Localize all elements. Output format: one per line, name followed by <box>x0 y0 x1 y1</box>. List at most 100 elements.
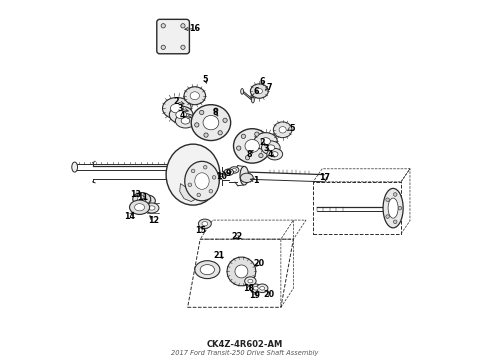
Circle shape <box>214 108 218 112</box>
Circle shape <box>223 118 227 122</box>
Circle shape <box>264 141 268 146</box>
Circle shape <box>197 193 200 197</box>
Text: 8: 8 <box>213 108 219 117</box>
Text: 2: 2 <box>173 97 179 106</box>
Ellipse shape <box>163 98 191 119</box>
Ellipse shape <box>184 87 205 105</box>
Circle shape <box>161 24 166 28</box>
FancyBboxPatch shape <box>157 19 190 54</box>
Ellipse shape <box>260 287 265 290</box>
Ellipse shape <box>271 152 278 157</box>
Circle shape <box>393 220 397 224</box>
Circle shape <box>195 123 199 127</box>
Circle shape <box>386 215 390 218</box>
Text: 2017 Ford Transit-250 Drive Shaft Assembly: 2017 Ford Transit-250 Drive Shaft Assemb… <box>172 350 318 356</box>
Circle shape <box>237 146 241 150</box>
Text: 3: 3 <box>264 144 270 153</box>
Text: 5: 5 <box>289 123 294 132</box>
Circle shape <box>218 131 222 135</box>
Ellipse shape <box>181 118 190 124</box>
Ellipse shape <box>245 277 256 285</box>
Text: 7: 7 <box>267 83 272 92</box>
Ellipse shape <box>227 257 256 286</box>
Ellipse shape <box>262 141 280 154</box>
Ellipse shape <box>137 196 146 202</box>
Ellipse shape <box>383 188 403 228</box>
Ellipse shape <box>230 167 239 173</box>
Ellipse shape <box>144 198 151 203</box>
Ellipse shape <box>135 204 145 211</box>
Ellipse shape <box>248 279 253 283</box>
Ellipse shape <box>72 162 77 172</box>
Text: 5: 5 <box>203 75 208 84</box>
Text: CK4Z-4R602-AM: CK4Z-4R602-AM <box>207 341 283 350</box>
Ellipse shape <box>241 89 244 94</box>
Text: 14: 14 <box>124 212 135 221</box>
Ellipse shape <box>185 161 219 201</box>
Text: 17: 17 <box>319 173 330 182</box>
Circle shape <box>209 189 213 193</box>
Ellipse shape <box>250 84 269 98</box>
Circle shape <box>199 110 204 114</box>
Circle shape <box>241 134 245 139</box>
Text: 2: 2 <box>259 138 265 147</box>
Polygon shape <box>180 184 196 202</box>
Ellipse shape <box>261 138 270 145</box>
Ellipse shape <box>235 265 248 278</box>
Text: 4: 4 <box>179 111 185 120</box>
Ellipse shape <box>256 284 268 293</box>
Circle shape <box>188 183 192 186</box>
Ellipse shape <box>232 168 236 171</box>
Ellipse shape <box>273 122 292 138</box>
Ellipse shape <box>176 111 187 119</box>
Text: 12: 12 <box>148 216 159 225</box>
Ellipse shape <box>171 104 183 113</box>
Text: 3: 3 <box>178 104 183 113</box>
Ellipse shape <box>198 219 211 228</box>
Ellipse shape <box>253 287 258 290</box>
Text: 1: 1 <box>253 176 259 185</box>
Text: 18: 18 <box>243 284 254 293</box>
Circle shape <box>181 24 185 28</box>
Circle shape <box>259 153 263 158</box>
Ellipse shape <box>190 92 199 100</box>
Circle shape <box>191 169 195 173</box>
Ellipse shape <box>267 145 275 150</box>
Ellipse shape <box>279 127 286 133</box>
Ellipse shape <box>250 284 262 293</box>
Ellipse shape <box>234 129 271 163</box>
Text: 21: 21 <box>214 251 225 260</box>
Ellipse shape <box>227 171 231 174</box>
Text: 9: 9 <box>226 169 232 178</box>
Ellipse shape <box>202 222 208 226</box>
Ellipse shape <box>388 198 398 218</box>
Ellipse shape <box>245 139 259 152</box>
Text: 10: 10 <box>217 172 227 181</box>
Circle shape <box>161 45 166 49</box>
Text: 11: 11 <box>137 193 148 202</box>
Ellipse shape <box>140 195 155 207</box>
Circle shape <box>386 198 390 202</box>
Text: 16: 16 <box>189 24 200 33</box>
Ellipse shape <box>200 265 215 275</box>
Circle shape <box>255 132 259 136</box>
Ellipse shape <box>148 206 155 210</box>
Ellipse shape <box>254 133 277 150</box>
Text: 20: 20 <box>254 259 265 268</box>
Circle shape <box>181 45 185 49</box>
Text: 6: 6 <box>253 86 259 95</box>
Ellipse shape <box>203 116 219 130</box>
Ellipse shape <box>129 200 149 215</box>
Ellipse shape <box>240 166 248 185</box>
Circle shape <box>393 193 397 196</box>
Circle shape <box>212 176 216 179</box>
Text: 22: 22 <box>231 232 243 241</box>
Ellipse shape <box>267 148 283 160</box>
Circle shape <box>204 133 208 137</box>
Ellipse shape <box>145 203 159 213</box>
Ellipse shape <box>195 261 220 279</box>
Ellipse shape <box>170 106 193 123</box>
Circle shape <box>203 166 207 169</box>
Ellipse shape <box>256 89 263 94</box>
Ellipse shape <box>166 144 220 205</box>
